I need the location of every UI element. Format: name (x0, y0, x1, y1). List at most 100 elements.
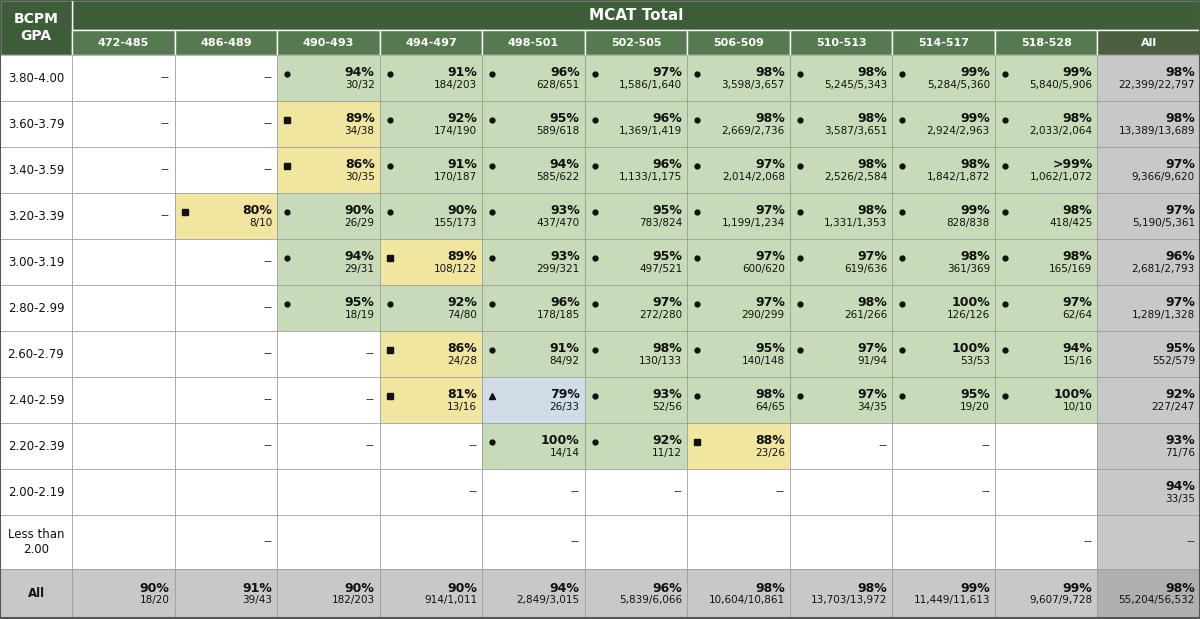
Text: 2,669/2,736: 2,669/2,736 (721, 126, 785, 136)
Text: 3,598/3,657: 3,598/3,657 (721, 80, 785, 90)
Text: 94%: 94% (550, 158, 580, 171)
Text: 174/190: 174/190 (434, 126, 478, 136)
Text: 96%: 96% (653, 113, 683, 126)
Text: 97%: 97% (1165, 297, 1195, 310)
Bar (893, 55, 995, 101)
Text: --: -- (263, 256, 272, 269)
Text: --: -- (468, 439, 478, 452)
Bar (1098, 239, 1200, 285)
Text: 600/620: 600/620 (742, 264, 785, 274)
Text: 261/266: 261/266 (844, 310, 887, 320)
Bar (174, 101, 277, 147)
Bar (174, 30, 277, 55)
Text: All: All (1141, 38, 1157, 48)
Text: 5,284/5,360: 5,284/5,360 (926, 80, 990, 90)
Text: 80%: 80% (242, 204, 272, 217)
Text: 94%: 94% (344, 66, 374, 79)
Bar (995, 423, 1098, 469)
Text: 2,033/2,064: 2,033/2,064 (1030, 126, 1092, 136)
Text: 98%: 98% (858, 204, 887, 217)
Text: --: -- (1084, 535, 1092, 548)
Bar (0, 515, 72, 569)
Bar (1098, 423, 1200, 469)
Text: 89%: 89% (448, 251, 478, 264)
Text: 34/38: 34/38 (344, 126, 374, 136)
Text: --: -- (878, 439, 887, 452)
Text: 39/43: 39/43 (242, 595, 272, 605)
Bar (72, 147, 174, 193)
Text: 2.40-2.59: 2.40-2.59 (7, 394, 65, 407)
Text: --: -- (161, 118, 169, 131)
Bar (1098, 331, 1200, 377)
Text: 26/29: 26/29 (344, 218, 374, 228)
Bar (482, 377, 584, 423)
Text: 97%: 97% (1165, 158, 1195, 171)
Bar (482, 285, 584, 331)
Text: 22,399/22,797: 22,399/22,797 (1118, 80, 1195, 90)
Text: 99%: 99% (960, 204, 990, 217)
Text: 90%: 90% (448, 582, 478, 595)
Text: 90%: 90% (344, 204, 374, 217)
Text: 93%: 93% (550, 251, 580, 264)
Bar (72, 377, 174, 423)
Bar (277, 55, 379, 101)
Text: 97%: 97% (755, 204, 785, 217)
Text: 98%: 98% (1165, 66, 1195, 79)
Bar (790, 331, 893, 377)
Text: 91%: 91% (448, 158, 478, 171)
Text: 108/122: 108/122 (434, 264, 478, 274)
Text: --: -- (776, 485, 785, 498)
Text: 2.60-2.79: 2.60-2.79 (7, 347, 65, 360)
Text: 95%: 95% (344, 297, 374, 310)
Text: --: -- (366, 439, 374, 452)
Text: 98%: 98% (858, 582, 887, 595)
Text: 828/838: 828/838 (947, 218, 990, 228)
Bar (174, 147, 277, 193)
Text: 514-517: 514-517 (918, 38, 970, 48)
Text: 84/92: 84/92 (550, 356, 580, 366)
Text: 95%: 95% (1165, 342, 1195, 355)
Bar (688, 515, 790, 569)
Bar (379, 193, 482, 239)
Text: 93%: 93% (550, 204, 580, 217)
Bar (174, 469, 277, 515)
Text: 98%: 98% (858, 297, 887, 310)
Bar (277, 193, 379, 239)
Text: 2,924/2,963: 2,924/2,963 (926, 126, 990, 136)
Text: 552/579: 552/579 (1152, 356, 1195, 366)
Bar (277, 569, 379, 618)
Text: 3.00-3.19: 3.00-3.19 (8, 256, 64, 269)
Bar (688, 423, 790, 469)
Bar (584, 55, 688, 101)
Text: --: -- (980, 485, 990, 498)
Text: 11,449/11,613: 11,449/11,613 (913, 595, 990, 605)
Bar (379, 285, 482, 331)
Bar (72, 331, 174, 377)
Text: 98%: 98% (858, 66, 887, 79)
Bar (482, 193, 584, 239)
Bar (893, 423, 995, 469)
Text: 99%: 99% (960, 582, 990, 595)
Bar (277, 30, 379, 55)
Bar (790, 193, 893, 239)
Text: 13,703/13,972: 13,703/13,972 (811, 595, 887, 605)
Text: --: -- (263, 72, 272, 85)
Text: 30/35: 30/35 (344, 172, 374, 182)
Text: 30/32: 30/32 (344, 80, 374, 90)
Text: 497/521: 497/521 (640, 264, 683, 274)
Text: 18/19: 18/19 (344, 310, 374, 320)
Text: 98%: 98% (755, 66, 785, 79)
Bar (584, 101, 688, 147)
Text: 19/20: 19/20 (960, 402, 990, 412)
Text: BCPM
GPA: BCPM GPA (13, 12, 59, 43)
Bar (688, 101, 790, 147)
Bar (482, 423, 584, 469)
Text: 361/369: 361/369 (947, 264, 990, 274)
Bar (995, 515, 1098, 569)
Bar (72, 515, 174, 569)
Text: 93%: 93% (653, 389, 683, 402)
Bar (584, 285, 688, 331)
Bar (688, 285, 790, 331)
Bar (688, 377, 790, 423)
Bar (174, 55, 277, 101)
